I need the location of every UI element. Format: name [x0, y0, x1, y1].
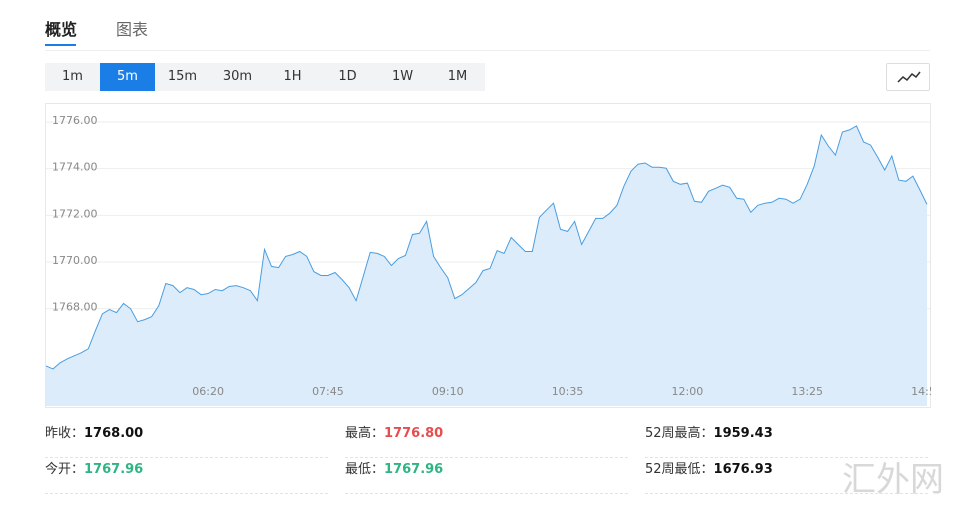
chart-type-button[interactable] [886, 63, 930, 91]
tab[interactable]: 概览 [45, 20, 78, 39]
stat: 今开：1767.96 [45, 458, 328, 494]
area [46, 125, 927, 407]
chart: 1768.00 1770.00 1772.00 1774.00 1776.00 06:20… [45, 103, 931, 408]
y-tick-label: 1774.00 [52, 161, 98, 174]
stat-value: 1776.80 [384, 426, 444, 441]
interval-button[interactable]: 15m [167, 69, 198, 84]
stat: 最低：1767.96 [345, 458, 628, 494]
stat-value: 1768.00 [84, 426, 144, 441]
tab-underline [45, 44, 76, 46]
stat: 52周最低：1676.93 [645, 458, 928, 494]
interval-button[interactable]: 5m [100, 63, 155, 91]
interval-button[interactable]: 1D [338, 69, 357, 84]
x-tick-label: 14:50 [911, 385, 931, 398]
stat-value: 1959.43 [713, 426, 773, 441]
stat: 昨收：1768.00 [45, 422, 328, 458]
chart-icon [897, 71, 921, 83]
tab[interactable]: 图表 [116, 20, 149, 39]
stat-label: 最高： [345, 426, 385, 441]
x-tick-label: 10:35 [552, 385, 584, 398]
x-tick-label: 07:45 [312, 385, 344, 398]
interval-button[interactable]: 30m [222, 69, 253, 84]
stat-value: 1767.96 [84, 462, 144, 477]
stat: 52周最高：1959.43 [645, 422, 928, 458]
y-tick-label: 1772.00 [52, 207, 98, 220]
x-tick-label: 09:10 [432, 385, 464, 398]
y-tick-label: 1776.00 [52, 114, 98, 127]
stat-value: 1676.93 [713, 462, 773, 477]
stat: 最高：1776.80 [345, 422, 628, 458]
x-tick-label: 13:25 [791, 385, 823, 398]
x-tick-label: 06:20 [192, 385, 224, 398]
interval-bar: 1m 5m 15m 30m 1H 1D 1W 1M [45, 63, 485, 91]
watermark: 汇外网 [842, 460, 944, 500]
interval-button[interactable]: 1M [447, 69, 468, 84]
stat-value: 1767.96 [384, 462, 444, 477]
stat-label: 52周最高： [645, 426, 714, 441]
stat-label: 52周最低： [645, 462, 714, 477]
y-tick-label: 1768.00 [52, 301, 98, 314]
divider [45, 50, 930, 51]
interval-button[interactable]: 1H [283, 69, 302, 84]
stat-label: 最低： [345, 462, 385, 477]
stat-label: 今开： [45, 462, 85, 477]
interval-button[interactable]: 1W [391, 69, 414, 84]
y-tick-label: 1770.00 [52, 254, 98, 267]
x-tick-label: 12:00 [672, 385, 704, 398]
line [45, 125, 928, 370]
interval-button[interactable]: 1m [62, 69, 83, 84]
stat-label: 昨收： [45, 426, 85, 441]
